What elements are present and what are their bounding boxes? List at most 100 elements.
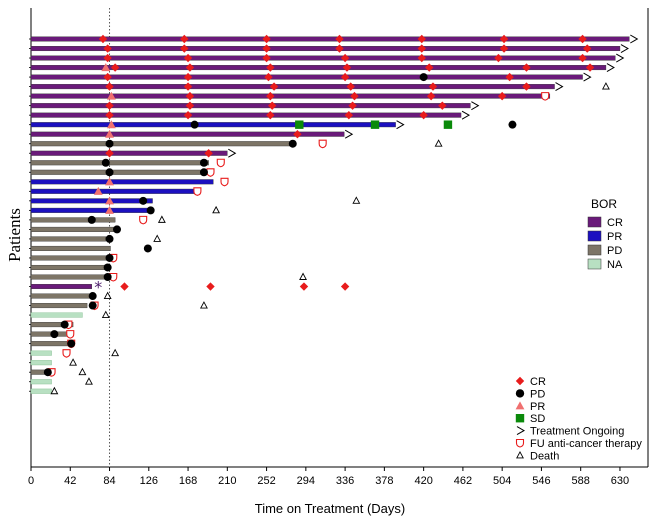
legend-symbol-diamond [515, 376, 525, 386]
x-tick-label: 126 [140, 475, 158, 487]
x-tick-label: 588 [572, 475, 590, 487]
asterisk-marker: * [94, 278, 102, 297]
cr-marker [262, 44, 271, 53]
patient-bar-cr [30, 36, 630, 42]
marker-legend-label: PR [530, 401, 545, 413]
death-marker [352, 196, 361, 204]
x-tick-label: 42 [64, 475, 76, 487]
x-tick-label: 168 [179, 475, 197, 487]
cr-marker [269, 82, 279, 91]
cr-marker [494, 53, 503, 63]
treatment-ongoing-marker [583, 72, 592, 82]
x-tick-label: 252 [257, 475, 275, 487]
fu-therapy-marker [318, 139, 327, 149]
pd-marker [199, 168, 208, 177]
sd-marker [370, 120, 380, 129]
pd-marker [101, 158, 110, 167]
treatment-ongoing-marker [555, 82, 564, 92]
cr-marker [335, 34, 344, 44]
fu-therapy-marker [139, 215, 148, 225]
marker-legend-label: SD [530, 413, 545, 425]
pr-marker [106, 120, 116, 129]
cr-marker [417, 44, 426, 53]
x-tick-label: 0 [28, 475, 34, 487]
death-marker [434, 139, 443, 147]
cr-marker [103, 72, 112, 82]
bor-legend-swatch-pd [587, 244, 602, 256]
cr-marker [344, 110, 354, 120]
x-tick-label: 546 [532, 475, 550, 487]
pr-marker [93, 186, 103, 195]
patient-bar-pd [30, 245, 111, 251]
cr-marker [183, 110, 193, 120]
bor-legend: BOR CR PR PD NA [587, 197, 623, 271]
x-axis-title: Time on Treatment (Days) [255, 501, 406, 516]
patient-bar-pr [30, 122, 396, 128]
marker-legend-label: Treatment Ongoing [530, 426, 624, 438]
x-tick-label: 462 [454, 475, 472, 487]
pd-marker [87, 215, 96, 224]
cr-marker [185, 91, 195, 101]
patient-bar-pd [30, 160, 209, 166]
bor-legend-label-na: NA [607, 259, 623, 271]
pd-marker [139, 196, 148, 205]
fu-therapy-marker [66, 330, 75, 339]
cr-marker [340, 72, 350, 82]
patient-bar-pd [30, 255, 111, 261]
cr-marker [335, 44, 344, 53]
cr-marker [438, 101, 447, 110]
marker-legend-label: CR [530, 376, 546, 388]
cr-marker [293, 130, 302, 139]
cr-marker [206, 282, 215, 291]
cr-marker [425, 63, 434, 72]
patient-bar-cr [30, 103, 471, 109]
pr-marker [105, 177, 114, 186]
pd-marker [60, 320, 69, 329]
marker-legend-label: PD [530, 388, 545, 400]
x-tick-label: 420 [414, 475, 432, 487]
x-tick-label: 84 [103, 475, 115, 487]
patient-bar-pd [30, 322, 74, 328]
cr-marker [583, 44, 592, 53]
fu-therapy-marker [541, 92, 550, 101]
legend-symbol-triangle [515, 401, 525, 410]
bor-legend-swatch-na [587, 258, 602, 270]
treatment-ongoing-marker [606, 63, 615, 72]
cr-marker [105, 82, 114, 91]
sd-marker [443, 120, 453, 129]
death-marker [199, 301, 208, 309]
patient-bar-na [30, 360, 52, 366]
cr-marker [578, 34, 587, 44]
bor-legend-swatch-cr [587, 216, 602, 228]
patient-bar-cr [30, 112, 462, 118]
treatment-ongoing-marker [630, 34, 639, 44]
cr-marker [340, 53, 350, 63]
cr-marker [204, 149, 213, 158]
pr-marker [106, 91, 116, 100]
patient-bar-pr [30, 198, 153, 204]
marker-legend-label: Death [530, 450, 559, 462]
event-markers: * [43, 34, 639, 395]
cr-marker [522, 82, 531, 91]
cr-marker [120, 282, 129, 291]
bor-legend-label-pd: PD [607, 245, 622, 257]
patient-bar-pd [30, 303, 88, 309]
cr-marker [266, 91, 275, 101]
cr-marker [183, 82, 193, 91]
pd-marker [103, 263, 112, 272]
cr-marker [348, 101, 357, 110]
death-marker [153, 234, 162, 242]
patient-bar-pr [30, 188, 200, 194]
cr-marker [103, 53, 112, 63]
cr-marker [267, 101, 277, 110]
cr-marker [497, 91, 507, 101]
cr-marker [183, 72, 193, 82]
patient-bar-pd [30, 264, 111, 270]
cr-marker [183, 53, 193, 63]
pd-marker [105, 139, 114, 148]
patient-bar-cr [30, 46, 621, 52]
patient-bar-cr [30, 55, 616, 61]
fu-therapy-marker [193, 187, 202, 196]
cr-marker [185, 63, 195, 72]
